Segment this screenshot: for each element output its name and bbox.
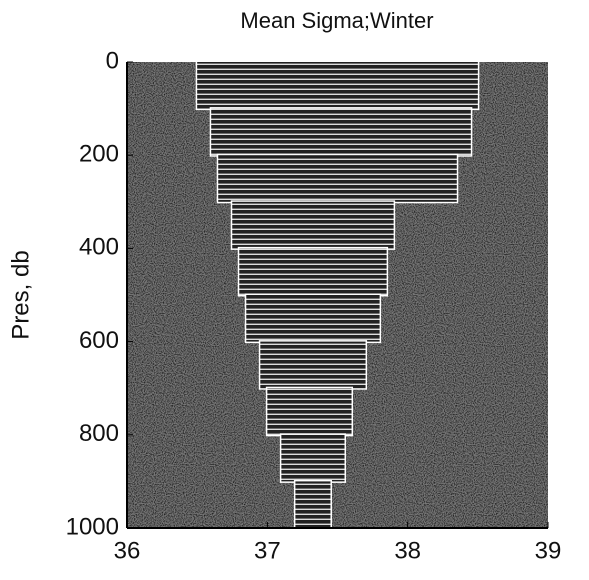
profile-band bbox=[195, 60, 480, 111]
y-axis-label: Pres, db bbox=[7, 250, 34, 339]
y-tick-label: 1000 bbox=[66, 513, 119, 540]
x-tick-label: 38 bbox=[394, 537, 421, 564]
profile-band bbox=[237, 246, 389, 297]
chart-title: Mean Sigma;Winter bbox=[240, 8, 433, 33]
y-tick-label: 800 bbox=[79, 420, 119, 447]
profile-band bbox=[279, 433, 347, 483]
x-tick-label: 37 bbox=[254, 537, 281, 564]
y-tick-label: 200 bbox=[79, 141, 119, 168]
profile-band bbox=[230, 200, 396, 250]
profile-band bbox=[293, 479, 332, 530]
profile-band bbox=[209, 107, 473, 157]
profile-band bbox=[216, 153, 459, 204]
y-tick-label: 400 bbox=[79, 234, 119, 261]
y-tick-label: 600 bbox=[79, 327, 119, 354]
x-tick-label: 39 bbox=[535, 537, 562, 564]
profile-band bbox=[258, 340, 368, 390]
x-tick-label: 36 bbox=[114, 537, 141, 564]
profile-band bbox=[265, 386, 354, 437]
profile-band bbox=[244, 293, 382, 344]
y-tick-label: 0 bbox=[106, 47, 119, 74]
